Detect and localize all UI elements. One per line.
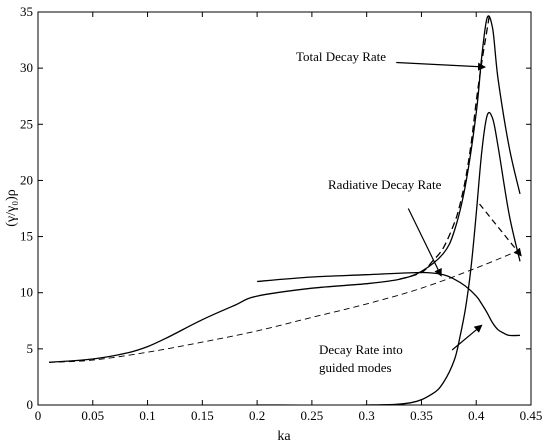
series-radiative-decay-rate [257,271,521,337]
y-tick-label: 15 [20,229,33,244]
annotation-arrow [407,208,442,277]
x-tick-label: 0.1 [139,408,155,423]
x-tick-label: 0.15 [191,408,214,423]
x-tick-label: 0 [35,408,42,423]
annotation-arrow [396,61,486,71]
series-total-decay-rate-dashed [399,12,491,280]
y-tick-label: 0 [27,397,34,412]
series-radiative-approx-dashed [48,249,521,363]
axis-ticks: 0 0.05 0.1 0.15 0.2 0.25 0.3 0.35 0.4 0.45 0 5 10 15 2… [20,4,542,423]
annotation-radiative-decay-rate: Radiative Decay Rate [328,177,442,192]
annotation-total-decay-rate: Total Decay Rate [296,49,386,64]
x-tick-label: 0.05 [81,408,104,423]
annotation-guided-modes-line1: Decay Rate into [319,342,403,357]
x-tick-label: 0.45 [520,408,543,423]
y-tick-label: 25 [20,116,33,131]
y-tick-label: 20 [20,172,33,187]
y-tick-label: 30 [20,60,33,75]
x-tick-label: 0.3 [359,408,375,423]
series-total-decay-rate [48,15,521,363]
y-tick-label: 5 [27,341,34,356]
x-tick-label: 0.25 [301,408,324,423]
annotation-arrow [451,324,483,351]
y-tick-label: 35 [20,4,33,19]
series-layer [48,12,521,405]
x-tick-label: 0.2 [249,408,265,423]
y-axis-label: (γ/γ₀)ρ [4,189,19,226]
series-guided-modes-decay-rate [257,111,521,405]
y-tick-label: 10 [20,285,33,300]
annotation-arrows [396,61,522,351]
annotation-arrow [479,203,522,257]
annotation-guided-modes-line2: guided modes [319,360,392,375]
x-tick-label: 0.4 [468,408,485,423]
x-tick-label: 0.35 [410,408,433,423]
x-axis-label: ka [277,429,291,444]
